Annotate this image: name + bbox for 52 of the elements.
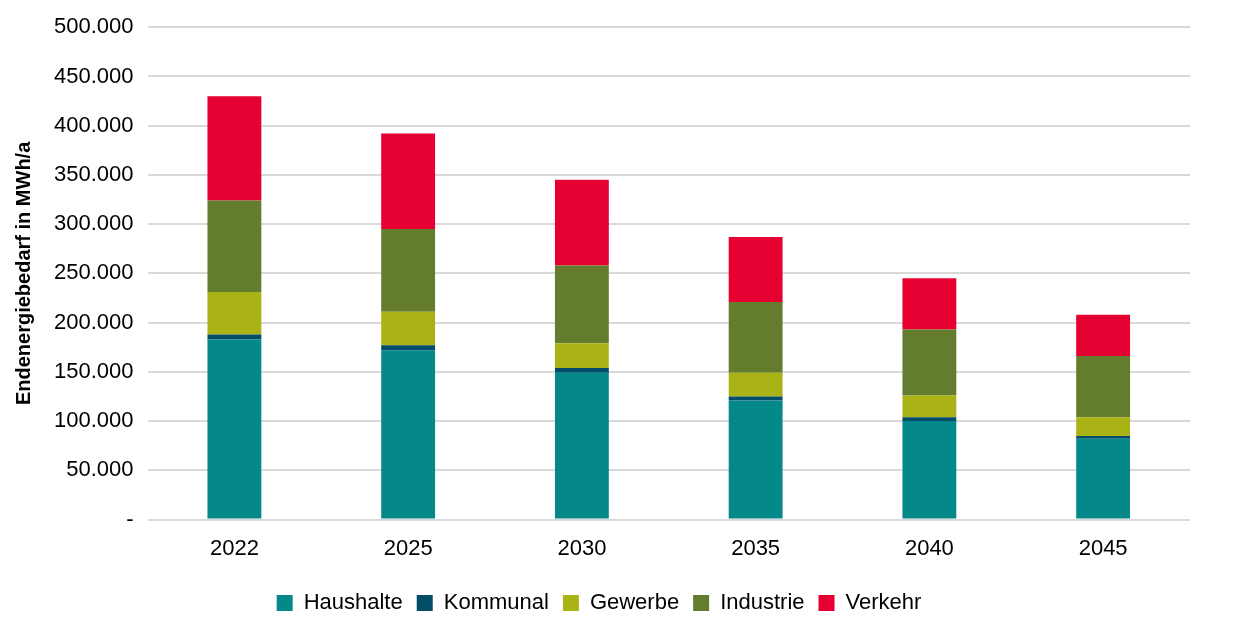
bar [554,372,609,519]
legend-label: Industrie [720,589,805,615]
bar [1076,314,1131,357]
bar [1076,356,1131,418]
bar [381,350,436,519]
bar [381,229,436,312]
bar [207,334,262,340]
x-tick-label: 2045 [1078,534,1128,560]
legend-label: Gewerbe [589,589,680,615]
bar [207,96,262,201]
bar [902,329,957,396]
bar [902,278,957,330]
y-tick-label: - [126,505,134,531]
bar [902,417,957,422]
y-axis-title: Endenergiebedarf in MWh/a [11,140,34,406]
x-tick-label: 2040 [904,534,954,560]
bar [381,133,436,230]
bar [554,179,609,266]
bar [554,367,609,373]
bar [902,421,957,519]
y-tick-label: 500.000 [53,13,134,39]
y-tick-label: 150.000 [53,357,134,383]
bar [381,311,436,346]
bar [728,400,783,519]
y-tick-label: 250.000 [53,259,134,285]
bar [728,236,783,302]
bar [207,339,262,519]
bar [728,372,783,397]
y-tick-label: 100.000 [53,407,134,433]
y-tick-label: 50.000 [66,456,134,482]
bar [1076,438,1131,519]
bar [381,345,436,351]
x-tick-label: 2025 [383,534,433,560]
legend-label: Verkehr [845,589,922,615]
y-tick-label: 450.000 [53,62,134,88]
y-tick-label: 400.000 [53,111,134,137]
legend-label: Kommunal [443,589,549,615]
bar [207,200,262,293]
bar [902,395,957,418]
x-tick-label: 2030 [557,534,607,560]
y-tick-label: 300.000 [53,210,134,236]
y-tick-label: 200.000 [53,308,134,334]
x-tick-label: 2022 [209,534,259,560]
bar [554,343,609,368]
bar [1076,435,1131,439]
y-tick-label: 350.000 [53,160,134,186]
x-tick-label: 2035 [731,534,781,560]
bar [554,265,609,344]
bar [1076,417,1131,436]
legend-label: Haushalte [303,589,403,615]
bar [207,292,262,335]
bar [728,301,783,373]
